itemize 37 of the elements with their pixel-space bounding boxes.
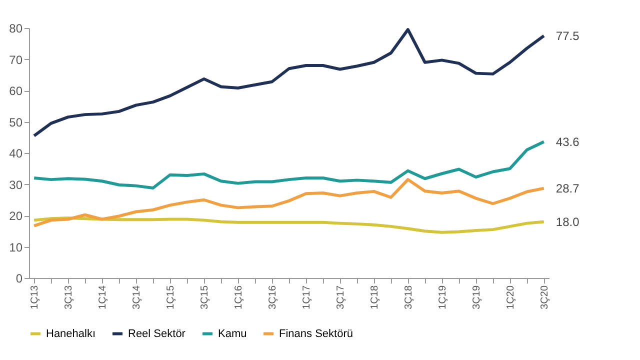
data-label: 28.7: [556, 181, 580, 196]
y-tick-label: 20: [9, 209, 23, 223]
line-series: [32, 28, 546, 138]
x-tick-label: 1Ç13: [30, 285, 41, 310]
x-tick-label: 1Ç14: [98, 285, 109, 310]
x-tick-label: 1Ç17: [301, 285, 312, 310]
data-label: 77.5: [556, 28, 580, 43]
y-tick-label: 0: [16, 272, 23, 286]
x-tick-label: 1Ç18: [369, 285, 380, 310]
y-tick-label: 40: [9, 146, 23, 160]
legend-label: Hanehalkı: [46, 328, 96, 340]
line-series: [32, 178, 546, 228]
x-tick-label: 1Ç16: [234, 285, 245, 310]
x-tick-label: 3Ç15: [200, 285, 211, 310]
x-tick-label: 1Ç19: [437, 285, 448, 310]
x-tick-label: 3Ç19: [471, 285, 482, 310]
line-series: [32, 140, 546, 190]
x-tick-label: 3Ç13: [64, 285, 75, 310]
data-label: 43.6: [556, 134, 580, 149]
y-tick-label: 60: [9, 84, 23, 98]
x-tick-label: 3Ç18: [403, 285, 414, 310]
y-tick-label: 30: [9, 178, 23, 192]
data-label: 18.0: [556, 214, 580, 229]
legend-label: Finans Sektörü: [279, 328, 353, 340]
x-tick-label: 3Ç14: [132, 285, 143, 310]
legend-label: Reel Sektör: [128, 328, 186, 340]
x-tick-label: 1Ç15: [166, 285, 177, 310]
x-tick-label: 3Ç17: [335, 285, 346, 310]
x-tick-label: 3Ç20: [539, 285, 550, 310]
y-tick-label: 70: [9, 52, 23, 67]
line-series: [32, 216, 546, 234]
y-tick-label: 80: [9, 22, 23, 36]
y-tick-label: 10: [9, 240, 23, 254]
y-tick-label: 50: [9, 115, 23, 130]
x-tick-label: 1Ç20: [505, 285, 516, 310]
legend-label: Kamu: [218, 328, 247, 340]
x-tick-label: 3Ç16: [268, 285, 279, 310]
